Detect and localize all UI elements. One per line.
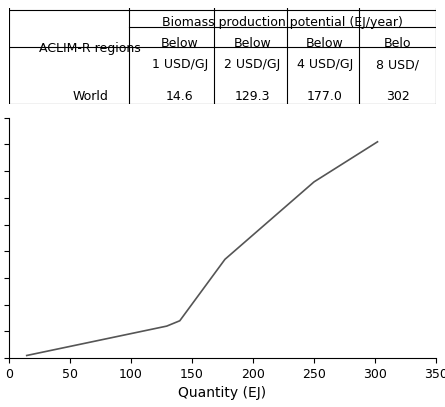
Text: 177.0: 177.0 [307,90,343,103]
Text: 1 USD/GJ: 1 USD/GJ [152,58,208,71]
Text: Below: Below [234,37,271,50]
Text: 8 USD/: 8 USD/ [376,58,419,71]
Text: Below: Below [306,37,344,50]
Text: Biomass production potential (EJ/year): Biomass production potential (EJ/year) [162,16,403,29]
Text: 4 USD/GJ: 4 USD/GJ [297,58,353,71]
Text: Below: Below [161,37,198,50]
Text: World: World [72,90,108,103]
Text: ACLIM-R regions: ACLIM-R regions [39,42,141,55]
Text: Belo: Belo [384,37,411,50]
Text: 302: 302 [386,90,409,103]
Text: 2 USD/GJ: 2 USD/GJ [224,58,280,71]
Text: 129.3: 129.3 [235,90,270,103]
X-axis label: Quantity (EJ): Quantity (EJ) [178,386,267,400]
Text: 14.6: 14.6 [166,90,194,103]
